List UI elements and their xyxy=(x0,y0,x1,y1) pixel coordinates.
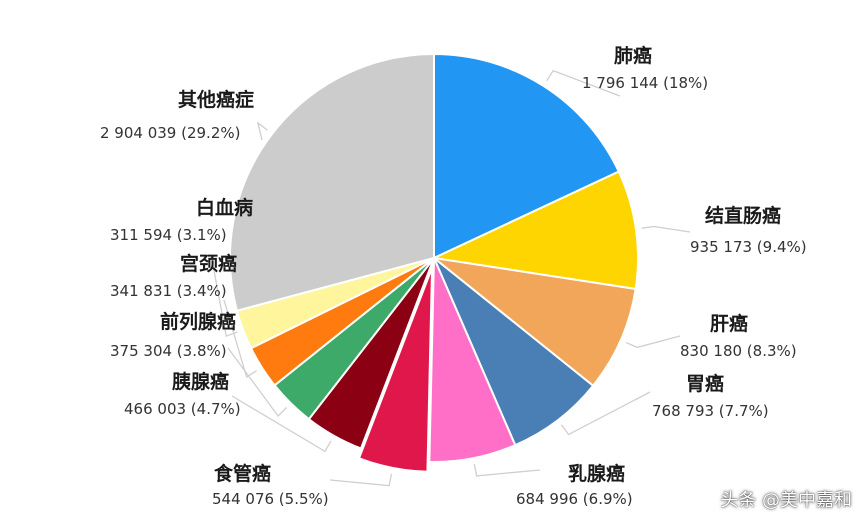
slice-label-value: 466 003 (4.7%) xyxy=(124,400,241,418)
slice-label-name: 结直肠癌 xyxy=(705,204,781,227)
leader-line-3 xyxy=(560,391,651,436)
watermark: 头条 @美中嘉和 xyxy=(720,490,852,511)
leader-line-8 xyxy=(223,299,258,379)
slice-label-value: 684 996 (6.9%) xyxy=(516,490,633,508)
slice-label-value: 2 904 039 (29.2%) xyxy=(100,124,240,142)
slice-label-value: 544 076 (5.5%) xyxy=(212,490,329,508)
slice-label-value: 341 831 (3.4%) xyxy=(110,282,227,300)
slice-label-name: 白血病 xyxy=(196,196,253,219)
slice-label-value: 311 594 (3.1%) xyxy=(110,226,227,244)
leader-line-2 xyxy=(625,335,681,349)
slice-label-value: 935 173 (9.4%) xyxy=(690,238,807,256)
slice-label-name: 肝癌 xyxy=(710,312,748,335)
pie-slice-3 xyxy=(433,257,595,447)
pie-slice-1 xyxy=(430,170,639,291)
pie-slice-0 xyxy=(433,52,621,260)
slice-label-name: 其他癌症 xyxy=(178,88,254,111)
slice-label-name: 前列腺癌 xyxy=(160,310,236,333)
leader-line-0 xyxy=(546,69,621,97)
leader-line-1 xyxy=(641,225,691,233)
leader-line-10 xyxy=(256,121,268,141)
slice-label-name: 肺癌 xyxy=(614,44,652,67)
leader-lines xyxy=(211,69,691,487)
leader-line-4 xyxy=(473,463,541,477)
pie-slice-5 xyxy=(357,267,434,473)
pie-slice-4 xyxy=(428,257,517,463)
slice-label-value: 375 304 (3.8%) xyxy=(110,342,227,360)
slice-label-name: 胰腺癌 xyxy=(171,370,229,393)
pie-slice-10 xyxy=(229,52,435,312)
leader-line-6 xyxy=(231,395,332,453)
slice-label-name: 胃癌 xyxy=(686,372,724,395)
pie-slices xyxy=(229,52,639,473)
slice-label-name: 食管癌 xyxy=(214,462,271,485)
leader-line-9 xyxy=(211,259,238,338)
slice-label-value: 768 793 (7.7%) xyxy=(652,402,769,420)
pie-slice-2 xyxy=(430,256,637,388)
slice-labels: 肺癌 1 796 144 (18%) 结直肠癌 935 173 (9.4%) 肝癌 830… xyxy=(100,44,807,508)
slice-label-value: 1 796 144 (18%) xyxy=(582,74,708,92)
leader-line-5 xyxy=(329,473,393,487)
slice-label-value: 830 180 (8.3%) xyxy=(680,342,797,360)
slice-label-name: 乳腺癌 xyxy=(568,462,625,485)
slice-label-name: 宫颈癌 xyxy=(180,252,237,275)
